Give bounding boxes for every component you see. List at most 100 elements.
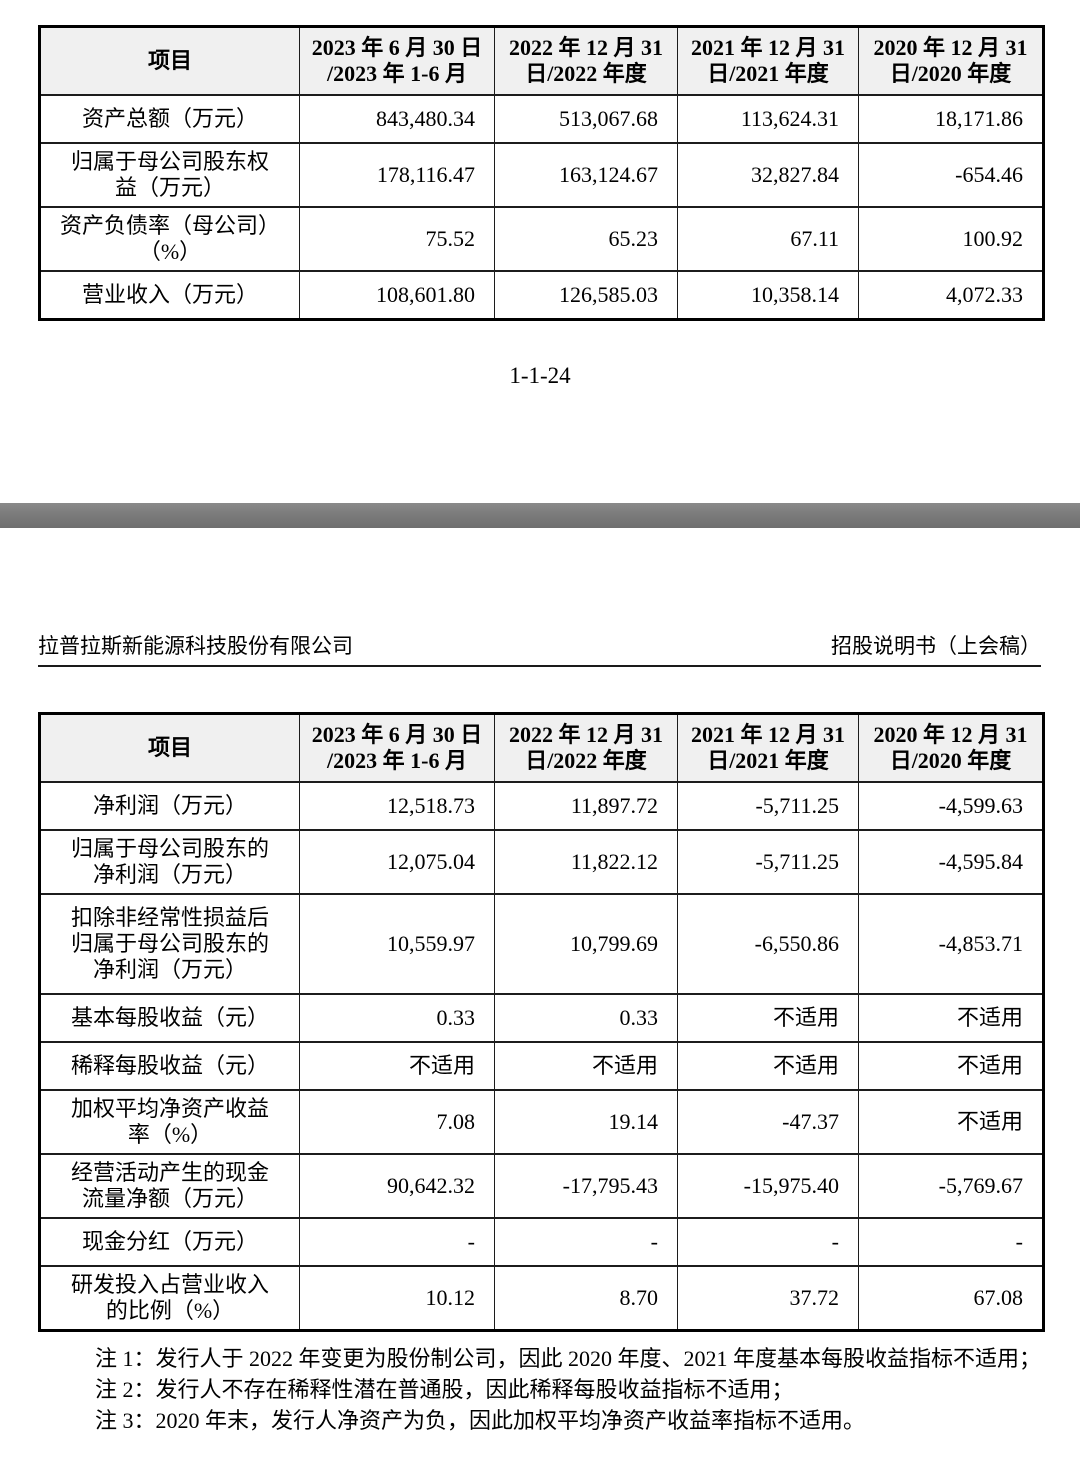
row-value: 67.11 [677,206,859,272]
row-label: 归属于母公司股东的 净利润（万元） [39,829,300,895]
row-label: 经营活动产生的现金 流量净额（万元） [39,1153,300,1219]
row-value: - [858,1217,1044,1267]
page-number: 1-1-24 [509,363,571,388]
column-header-period-1: 2023 年 6 月 30 日 /2023 年 1-6 月 [299,25,495,96]
page-separator [0,503,1080,528]
table-row: 归属于母公司股东的 净利润（万元） 12,075.04 11,822.12 -5,71… [39,829,1044,895]
row-value: -5,711.25 [677,829,859,895]
running-header: 拉普拉斯新能源科技股份有限公司 招股说明书（上会稿） [38,630,1041,667]
table-row: 归属于母公司股东权 益（万元） 178,116.47 163,124.67 32,82… [39,142,1044,208]
table-row: 经营活动产生的现金 流量净额（万元） 90,642.32 -17,795.43 -15… [39,1153,1044,1219]
row-value: 163,124.67 [494,142,678,208]
row-value: 不适用 [299,1041,495,1091]
table-row: 扣除非经常性损益后 归属于母公司股东的 净利润（万元） 10,559.97 10,7… [39,893,1044,995]
row-label: 资产总额（万元） [39,94,300,144]
table-row: 净利润（万元） 12,518.73 11,897.72 -5,711.25 -4,599… [39,781,1044,831]
row-value: - [494,1217,678,1267]
row-value: 178,116.47 [299,142,495,208]
row-value: -4,599.63 [858,781,1044,831]
footnotes: 注 1：发行人于 2022 年变更为股份制公司，因此 2020 年度、2021 … [38,1343,1042,1436]
table-row: 营业收入（万元） 108,601.80 126,585.03 10,358.14 4,0… [39,270,1044,321]
table-row: 研发投入占营业收入 的比例（%） 10.12 8.70 37.72 67.08 [39,1265,1044,1332]
row-value: 10,799.69 [494,893,678,995]
row-value: 37.72 [677,1265,859,1332]
row-value: 90,642.32 [299,1153,495,1219]
row-label: 资产负债率（母公司） （%） [39,206,300,272]
row-value: -47.37 [677,1089,859,1155]
row-label: 现金分红（万元） [39,1217,300,1267]
row-value: 843,480.34 [299,94,495,144]
table-row: 基本每股收益（元） 0.33 0.33 不适用 不适用 [39,993,1044,1043]
row-value: 0.33 [494,993,678,1043]
row-value: 11,822.12 [494,829,678,895]
row-value: - [299,1217,495,1267]
row-value: 10,559.97 [299,893,495,995]
row-label: 营业收入（万元） [39,270,300,321]
row-label: 稀释每股收益（元） [39,1041,300,1091]
row-label: 归属于母公司股东权 益（万元） [39,142,300,208]
row-value: 7.08 [299,1089,495,1155]
table-header-row: 项目 2023 年 6 月 30 日 /2023 年 1-6 月 2022 年 12… [39,25,1044,96]
row-value: -654.46 [858,142,1044,208]
row-value: 126,585.03 [494,270,678,321]
key-financials-table-1: 项目 2023 年 6 月 30 日 /2023 年 1-6 月 2022 年 12… [38,25,1045,321]
row-value: 10,358.14 [677,270,859,321]
row-value: 12,075.04 [299,829,495,895]
row-label: 基本每股收益（元） [39,993,300,1043]
row-value: 12,518.73 [299,781,495,831]
row-value: 8.70 [494,1265,678,1332]
document-title: 招股说明书（上会稿） [831,634,1041,658]
footnote-3: 注 3：2020 年末，发行人净资产为负，因此加权平均净资产收益率指标不适用。 [95,1408,866,1433]
table-row: 资产负债率（母公司） （%） 75.52 65.23 67.11 100.92 [39,206,1044,272]
table-row: 稀释每股收益（元） 不适用 不适用 不适用 不适用 [39,1041,1044,1091]
footnote-2: 注 2：发行人不存在稀释性潜在普通股，因此稀释每股收益指标不适用； [95,1377,794,1402]
column-header-period-2: 2022 年 12 月 31 日/2022 年度 [494,25,678,96]
key-financials-table-2: 项目 2023 年 6 月 30 日 /2023 年 1-6 月 2022 年 12… [38,712,1045,1332]
table-row: 现金分红（万元） - - - - [39,1217,1044,1267]
row-label: 净利润（万元） [39,781,300,831]
row-value: 不适用 [677,1041,859,1091]
row-value: 19.14 [494,1089,678,1155]
row-value: 32,827.84 [677,142,859,208]
row-value: 11,897.72 [494,781,678,831]
row-value: -15,975.40 [677,1153,859,1219]
table-row: 加权平均净资产收益 率（%） 7.08 19.14 -47.37 不适用 [39,1089,1044,1155]
row-value: -17,795.43 [494,1153,678,1219]
row-value: 4,072.33 [858,270,1044,321]
column-header-period-1: 2023 年 6 月 30 日 /2023 年 1-6 月 [299,712,495,783]
row-value: -4,595.84 [858,829,1044,895]
column-header-period-3: 2021 年 12 月 31 日/2021 年度 [677,712,859,783]
column-header-item: 项目 [39,712,300,783]
column-header-item: 项目 [39,25,300,96]
row-value: 不适用 [677,993,859,1043]
row-label: 扣除非经常性损益后 归属于母公司股东的 净利润（万元） [39,893,300,995]
row-value: 513,067.68 [494,94,678,144]
row-value: -4,853.71 [858,893,1044,995]
row-value: 10.12 [299,1265,495,1332]
row-value: - [677,1217,859,1267]
row-value: 0.33 [299,993,495,1043]
column-header-period-4: 2020 年 12 月 31 日/2020 年度 [858,25,1044,96]
column-header-period-3: 2021 年 12 月 31 日/2021 年度 [677,25,859,96]
row-value: 不适用 [858,1041,1044,1091]
row-value: -5,711.25 [677,781,859,831]
company-name: 拉普拉斯新能源科技股份有限公司 [38,634,353,658]
document-page-2: 拉普拉斯新能源科技股份有限公司 招股说明书（上会稿） 项目 2023 年 6 月 … [0,528,1080,1462]
row-value: 108,601.80 [299,270,495,321]
footnote-1: 注 1：发行人于 2022 年变更为股份制公司，因此 2020 年度、2021 … [95,1346,1042,1371]
row-value: -6,550.86 [677,893,859,995]
row-value: -5,769.67 [858,1153,1044,1219]
table-header-row: 项目 2023 年 6 月 30 日 /2023 年 1-6 月 2022 年 12… [39,712,1044,783]
row-value: 不适用 [858,993,1044,1043]
row-value: 113,624.31 [677,94,859,144]
row-value: 18,171.86 [858,94,1044,144]
table-row: 资产总额（万元） 843,480.34 513,067.68 113,624.31 18… [39,94,1044,144]
row-label: 加权平均净资产收益 率（%） [39,1089,300,1155]
column-header-period-2: 2022 年 12 月 31 日/2022 年度 [494,712,678,783]
row-value: 65.23 [494,206,678,272]
row-value: 75.52 [299,206,495,272]
row-value: 100.92 [858,206,1044,272]
column-header-period-4: 2020 年 12 月 31 日/2020 年度 [858,712,1044,783]
row-value: 不适用 [858,1089,1044,1155]
row-label: 研发投入占营业收入 的比例（%） [39,1265,300,1332]
